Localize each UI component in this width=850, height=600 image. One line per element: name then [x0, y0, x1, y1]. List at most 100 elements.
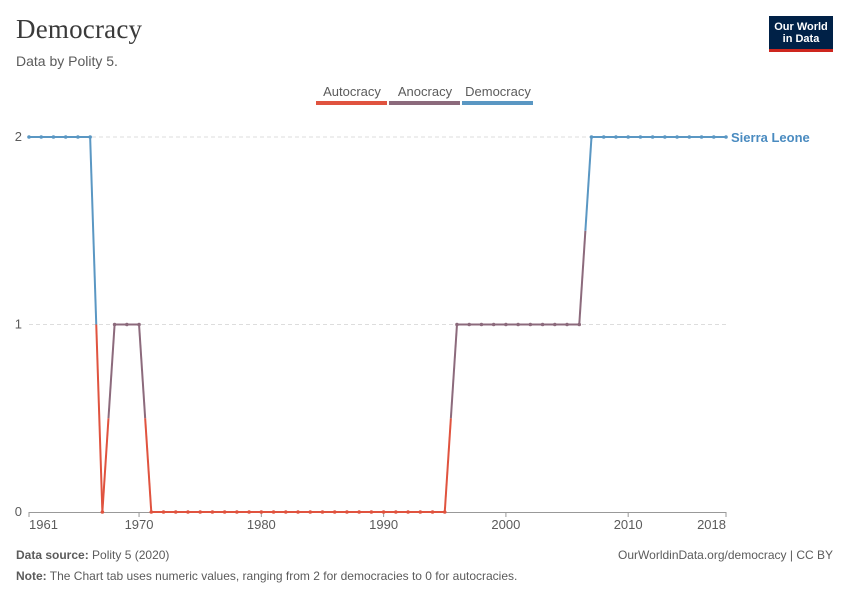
series-segment [144, 418, 153, 513]
data-point [222, 510, 227, 514]
data-point [528, 322, 533, 327]
data-point [467, 322, 472, 327]
data-point [39, 135, 44, 139]
y-tick-label: 1 [15, 317, 22, 332]
license-link[interactable]: OurWorldinData.org/democracy | CC BY [618, 548, 833, 562]
note-label: Note: [16, 569, 47, 583]
data-point [418, 510, 423, 514]
x-tick-label: 1980 [247, 517, 276, 530]
series-segment [95, 324, 104, 513]
series-labels: Sierra Leone [731, 130, 810, 145]
data-point [724, 135, 728, 139]
series-points [27, 135, 728, 514]
data-point [63, 135, 68, 139]
data-point [663, 135, 667, 139]
data-point [455, 322, 459, 327]
data-point [259, 510, 264, 514]
data-point [198, 510, 202, 514]
series-lines [29, 136, 726, 513]
data-point [210, 510, 215, 514]
data-point [650, 135, 655, 139]
data-point [675, 135, 679, 139]
data-point [332, 510, 337, 514]
data-point [51, 135, 56, 139]
data-point [553, 322, 557, 327]
x-tick-label: 2018 [697, 517, 726, 530]
data-point [235, 510, 239, 514]
x-tick-label: 2000 [491, 517, 520, 530]
data-point [394, 510, 398, 514]
x-tick-label: 1961 [29, 517, 58, 530]
data-point [320, 510, 325, 514]
data-point [638, 135, 643, 139]
data-point [504, 322, 508, 327]
data-point [491, 322, 496, 327]
source-line: Data source: Polity 5 (2020) [16, 548, 169, 562]
data-point [161, 510, 166, 514]
y-tick-label: 2 [15, 129, 22, 144]
x-tick-label: 1970 [125, 517, 154, 530]
data-point [283, 510, 288, 514]
data-point [308, 510, 313, 514]
series-segment [89, 136, 98, 325]
axes: 1961 1970 1980 1990 2000 2010 2018 [28, 512, 727, 530]
series-segment [107, 324, 116, 419]
legend-label[interactable]: Autocracy [323, 84, 381, 99]
data-point [173, 510, 178, 514]
legend-label[interactable]: Democracy [465, 84, 531, 99]
legend-swatch [462, 101, 533, 105]
data-point [186, 510, 190, 514]
data-point [271, 510, 276, 514]
data-point [247, 510, 251, 514]
series-segment [101, 418, 110, 513]
data-point [381, 510, 386, 514]
data-point [112, 322, 117, 327]
y-tick-label: 0 [15, 504, 22, 519]
x-tick-label: 1990 [369, 517, 398, 530]
chart-subtitle: Data by Polity 5. [16, 53, 118, 69]
data-point [577, 322, 582, 327]
data-point [27, 135, 31, 139]
data-point [565, 322, 569, 327]
legend-swatch [389, 101, 460, 105]
legend: Autocracy Anocracy Democracy [316, 84, 533, 105]
data-point [296, 510, 300, 514]
data-point [589, 135, 594, 139]
data-point [626, 135, 630, 139]
series-segment [578, 230, 587, 325]
data-point [125, 322, 129, 327]
data-point [369, 510, 374, 514]
data-point [100, 510, 105, 514]
data-point [430, 510, 435, 514]
data-point [614, 135, 618, 139]
chart-area: Autocracy Anocracy Democracy 012 1961 1970 1… [15, 84, 810, 530]
legend-swatch [316, 101, 387, 105]
owid-logo[interactable]: Our World in Data [769, 16, 833, 52]
source-link[interactable]: Polity 5 (2020) [92, 548, 170, 562]
series-segment [443, 418, 452, 513]
x-tick-label: 2010 [614, 517, 643, 530]
data-point [345, 510, 349, 514]
data-point [479, 322, 484, 327]
data-point [540, 322, 545, 327]
data-point [516, 322, 520, 327]
note-text: The Chart tab uses numeric values, rangi… [49, 569, 518, 583]
grid-lines: 0 1 2 [15, 129, 726, 519]
chart-title: Democracy [16, 14, 143, 44]
data-point [601, 135, 606, 139]
logo-line-1: Our World [774, 21, 828, 33]
data-point [88, 135, 92, 139]
series-segment [449, 324, 458, 419]
series-segment [584, 136, 593, 231]
legend-label[interactable]: Anocracy [398, 84, 453, 99]
note-line: Note: The Chart tab uses numeric values,… [16, 569, 517, 583]
source-label: Data source: [16, 548, 89, 562]
series-segment [138, 324, 147, 419]
series-label[interactable]: Sierra Leone [731, 130, 810, 145]
data-point [687, 135, 692, 139]
data-point [76, 135, 80, 139]
data-point [442, 510, 447, 514]
data-point [406, 510, 410, 514]
data-point [357, 510, 361, 514]
data-point [711, 135, 716, 139]
